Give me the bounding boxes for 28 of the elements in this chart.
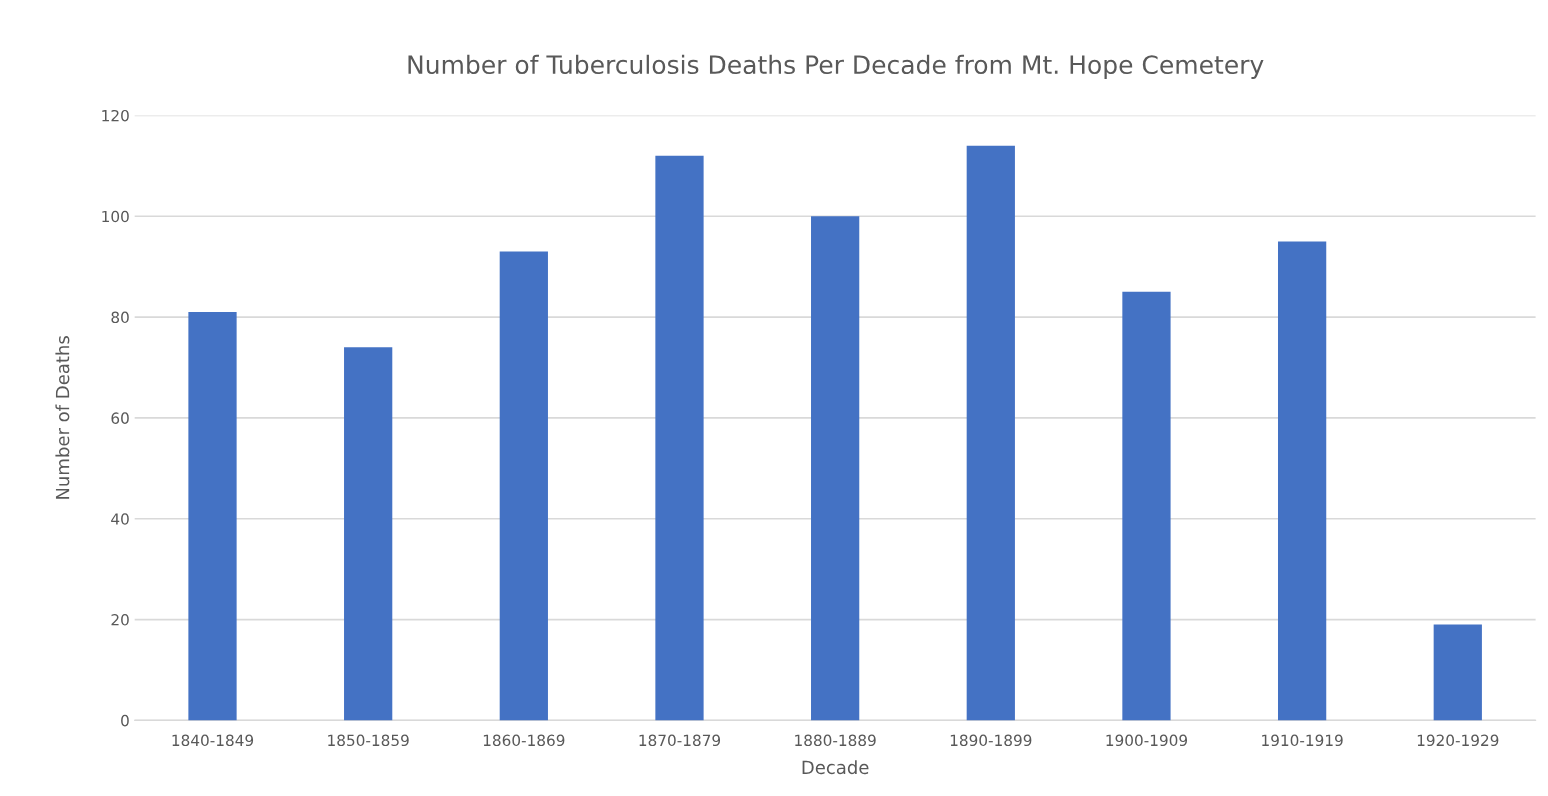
- bar: [966, 145, 1015, 721]
- x-tick-label: 1860-1869: [483, 734, 565, 747]
- x-tick-label: 1840-1849: [172, 734, 254, 747]
- y-tick-label: 40: [111, 513, 129, 525]
- y-axis-title: Number of Deaths: [55, 336, 70, 499]
- x-tick-label: 1890-1899: [950, 734, 1032, 747]
- y-tick-label: 60: [111, 412, 129, 424]
- x-tick-label: 1900-1909: [1106, 734, 1188, 747]
- bar: [499, 251, 548, 721]
- x-tick-label: 1880-1889: [795, 734, 876, 747]
- bar: [811, 216, 860, 721]
- y-tick-label: 100: [102, 210, 129, 223]
- y-tick-label: 0: [121, 714, 129, 727]
- x-tick-label: 1850-1859: [328, 734, 409, 747]
- y-tick-label: 80: [111, 311, 129, 324]
- chart-title: Number of Tuberculosis Deaths Per Decade from Mt. Hope Cemetery: [408, 54, 1264, 79]
- x-axis-title: Decade: [802, 760, 869, 775]
- bar: [188, 312, 237, 721]
- x-tick-label: 1870-1879: [639, 734, 721, 747]
- bar: [1122, 291, 1171, 721]
- x-tick-label: 1920-1929: [1417, 734, 1499, 747]
- bar: [1433, 624, 1482, 721]
- bar: [655, 155, 704, 721]
- y-tick-label: 20: [111, 614, 129, 626]
- y-tick-label: 120: [102, 109, 129, 122]
- bar: [344, 347, 393, 721]
- bar: [1278, 241, 1327, 721]
- x-tick-label: 1910-1919: [1262, 734, 1343, 747]
